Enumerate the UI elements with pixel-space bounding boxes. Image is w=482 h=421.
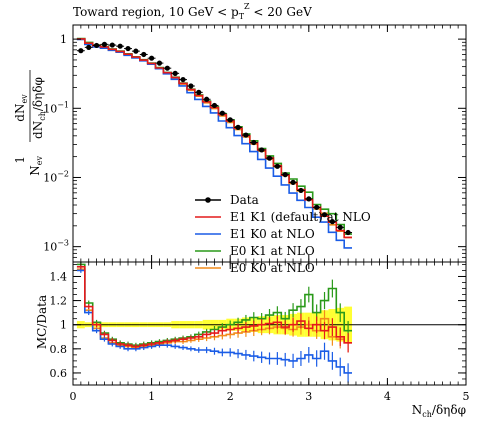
x-tick-label: 2 [227, 390, 234, 403]
data-point [133, 48, 139, 54]
svg-text:Nev: Nev [28, 156, 44, 176]
legend-label-0: Data [230, 193, 259, 207]
data-point [101, 41, 108, 47]
main-series-group [76, 37, 353, 249]
main-y-tick-label: 10−2 [43, 169, 69, 184]
ratio-y-tick-label: 1 [60, 319, 67, 332]
ratio-y-tick-label: 1.2 [50, 295, 68, 308]
data-point [211, 102, 218, 109]
ratio-series-group [73, 262, 466, 383]
ratio-series-1 [76, 269, 352, 374]
data-point [156, 60, 163, 66]
data-point [117, 43, 123, 49]
legend-label-3: E0 K1 at NLO [230, 244, 315, 258]
data-point [227, 117, 233, 123]
legend-label-4: E0 K0 at NLO [230, 261, 315, 275]
legend-label-1: E1 K1 (default) at NLO [230, 210, 371, 224]
x-tick-label: 0 [70, 390, 77, 403]
data-point [321, 212, 328, 218]
data-point [141, 51, 147, 58]
data-point [337, 224, 343, 230]
legend: Data E1 K1 (default) at NLO E1 K0 at NLO E0… [195, 193, 371, 275]
svg-text:1: 1 [13, 156, 27, 164]
data-point [235, 124, 241, 130]
x-tick-label: 5 [463, 390, 470, 403]
data-point [149, 55, 155, 61]
ratio-y-tick-label: 0.8 [50, 343, 68, 356]
data-point [290, 179, 296, 185]
ratio-plot: 0 1 2 3 4 5 0.6 0.8 1 1.2 1.4 [50, 25, 470, 403]
data-point [93, 42, 100, 49]
data-point [329, 219, 335, 225]
data-point [109, 42, 115, 48]
data-point [164, 65, 170, 71]
data-point [125, 45, 131, 52]
ratio-y-axis-title: MC/Data [35, 295, 49, 349]
legend-label-2: E1 K0 at NLO [230, 227, 315, 241]
main-y-tick-label: 10−1 [43, 100, 69, 115]
main-series-2 [76, 37, 352, 235]
svg-text:dNev: dNev [13, 94, 29, 122]
data-point [282, 172, 288, 178]
main-y-tick-label: 1 [60, 33, 67, 46]
x-axis-title: Nch/δηδφ [412, 403, 466, 419]
main-y-axis-title: 1 Nev dNev dNch/δηδφ [13, 70, 47, 176]
data-point [274, 163, 280, 169]
data-point [188, 83, 194, 89]
data-point [180, 76, 186, 83]
ratio-y-tick-label: 1.4 [50, 270, 68, 283]
main-y-tick-label: 10−3 [43, 239, 69, 254]
x-tick-label: 4 [384, 390, 391, 403]
svg-text:dNch/δηδφ: dNch/δηδφ [31, 77, 47, 139]
data-point [345, 229, 351, 236]
data-point [196, 89, 202, 95]
data-point [172, 70, 178, 76]
data-point [204, 96, 210, 102]
data-point [78, 48, 84, 54]
x-tick-label: 1 [148, 390, 155, 403]
data-point [251, 139, 257, 146]
data-point [219, 110, 225, 116]
data-point [243, 132, 249, 138]
ratio-y-tick-label: 0.6 [50, 367, 68, 380]
data-point [86, 44, 92, 50]
data-point [306, 196, 312, 202]
legend-marker-0 [205, 197, 211, 203]
chart-title: Toward region, 10 GeV < pTZ < 20 GeV [73, 2, 312, 21]
data-point [314, 204, 320, 210]
data-point [298, 187, 304, 194]
data-point [266, 155, 273, 161]
data-point [259, 147, 265, 153]
x-tick-label: 3 [305, 390, 312, 403]
